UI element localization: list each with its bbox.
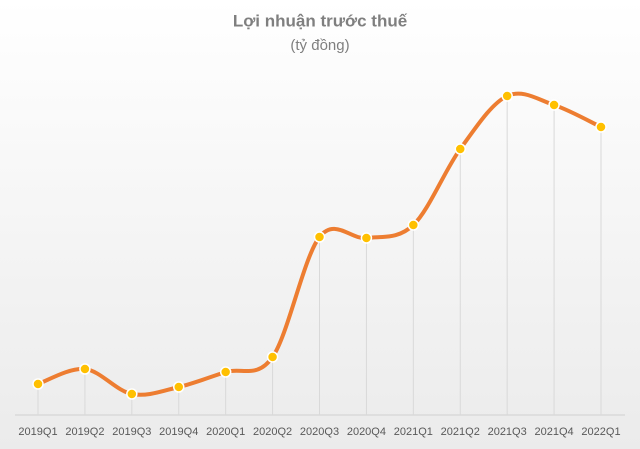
chart-title: Lợi nhuận trước thuế <box>233 11 408 30</box>
x-tick-label: 2021Q2 <box>441 426 480 438</box>
point <box>548 99 560 111</box>
x-tick-label: 2021Q1 <box>394 426 433 438</box>
point <box>32 378 44 390</box>
x-tick-label: 2019Q3 <box>112 426 151 438</box>
x-tick-label: 2019Q2 <box>65 426 104 438</box>
point <box>79 363 91 375</box>
x-tick-label: 2020Q1 <box>206 426 245 438</box>
x-tick-label: 2020Q4 <box>347 426 386 438</box>
point <box>360 232 373 244</box>
x-tick-label: 2020Q3 <box>300 426 339 438</box>
x-tick-label: 2020Q2 <box>253 426 292 438</box>
x-tick-label: 2021Q4 <box>535 426 574 438</box>
point <box>173 381 185 393</box>
point <box>266 351 279 363</box>
point <box>219 366 232 378</box>
point <box>126 388 138 400</box>
chart-subtitle: (tỷ đồng) <box>290 37 349 54</box>
point <box>407 219 420 231</box>
x-tick-label: 2019Q1 <box>18 426 57 438</box>
point <box>313 231 326 243</box>
x-tick-label: 2022Q1 <box>581 426 620 438</box>
point <box>454 143 466 155</box>
point <box>501 90 513 102</box>
x-tick-label: 2021Q3 <box>488 426 527 438</box>
point <box>595 121 607 133</box>
x-tick-label: 2019Q4 <box>159 426 198 438</box>
